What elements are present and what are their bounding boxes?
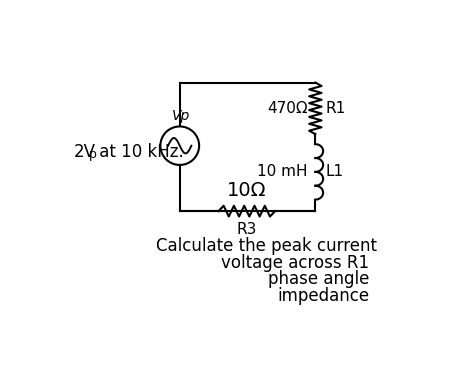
Text: R3: R3 bbox=[236, 222, 257, 237]
Text: R1: R1 bbox=[325, 101, 345, 116]
Text: p: p bbox=[89, 148, 97, 161]
Text: 470Ω: 470Ω bbox=[267, 101, 307, 116]
Text: at 10 kHz.: at 10 kHz. bbox=[93, 143, 183, 161]
Text: 2V: 2V bbox=[73, 143, 95, 161]
Text: 10 mH: 10 mH bbox=[257, 165, 307, 179]
Text: Vp: Vp bbox=[172, 109, 190, 124]
Text: L1: L1 bbox=[325, 165, 343, 179]
Text: phase angle: phase angle bbox=[268, 271, 369, 288]
Text: 10Ω: 10Ω bbox=[227, 181, 266, 200]
Text: Calculate the peak current: Calculate the peak current bbox=[156, 237, 377, 255]
Text: impedance: impedance bbox=[277, 287, 369, 306]
Text: voltage across R1: voltage across R1 bbox=[221, 253, 369, 271]
